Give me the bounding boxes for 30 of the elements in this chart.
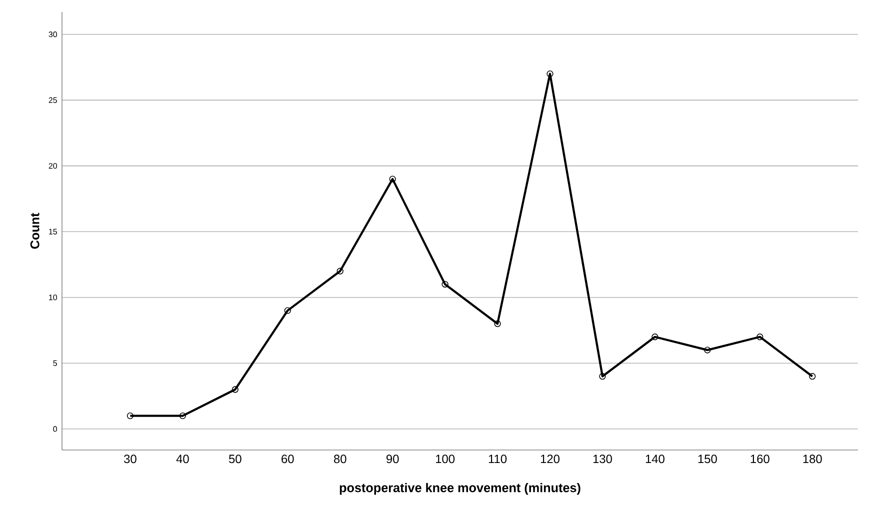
x-tick-label: 80 (334, 454, 346, 464)
point (809, 373, 816, 380)
x-tick-label: 110 (488, 454, 507, 464)
point (704, 346, 711, 354)
x-tick-label: 130 (593, 454, 612, 464)
point (389, 176, 396, 182)
x-tick-label: 90 (386, 454, 399, 464)
x-tick-label: 180 (803, 454, 822, 464)
point (546, 70, 554, 78)
point (179, 412, 186, 420)
x-tick-label: 140 (646, 454, 664, 464)
point (126, 412, 134, 420)
point (232, 386, 238, 393)
x-tick-label: 160 (750, 454, 770, 464)
x-tick-label: 50 (228, 454, 242, 464)
y-axis-title: Count (30, 212, 40, 249)
x-tick-label: 30 (124, 454, 136, 464)
x-tick-label: 40 (176, 454, 189, 464)
point (494, 320, 501, 328)
point (442, 280, 448, 288)
x-tick-label: 150 (698, 454, 717, 464)
point (652, 334, 658, 340)
x-tick-label: 100 (436, 454, 455, 464)
point (599, 373, 606, 380)
point (284, 307, 291, 314)
x-tick-label: 60 (282, 454, 294, 464)
point (336, 268, 344, 274)
x-tick-label: 120 (540, 454, 560, 464)
point (756, 334, 764, 340)
x-axis-title: postoperative knee movement (minutes) (340, 482, 580, 495)
